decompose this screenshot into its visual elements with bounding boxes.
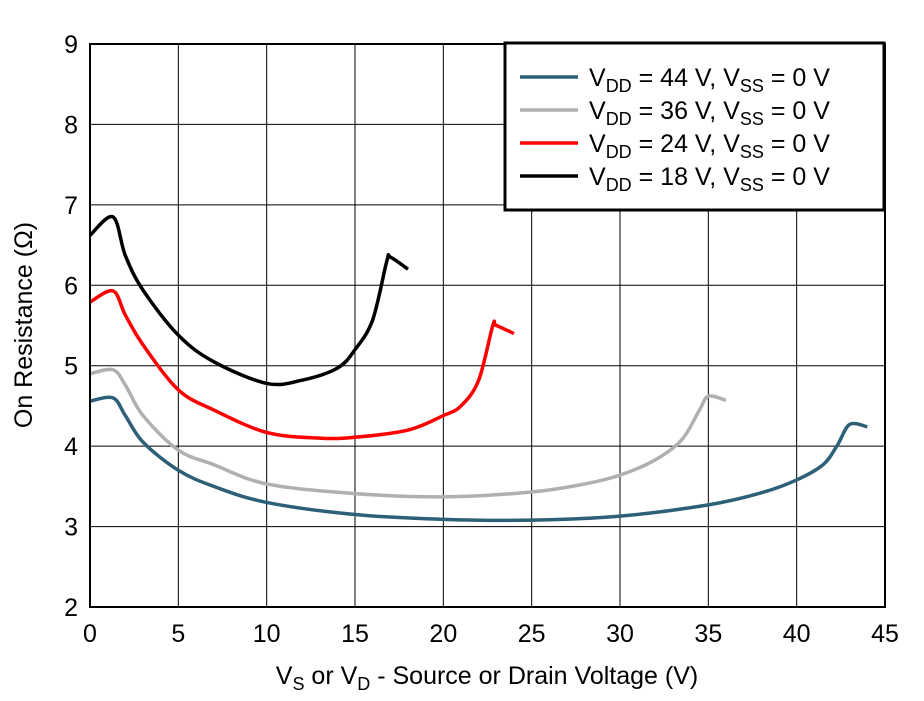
y-tick-label: 6 <box>64 272 78 300</box>
series-lines <box>88 214 868 523</box>
y-tick-label: 3 <box>64 514 78 542</box>
y-tick-label: 5 <box>64 353 78 381</box>
x-tick-label: 0 <box>83 620 97 648</box>
x-tick-label: 10 <box>253 620 281 648</box>
series-line-2 <box>89 367 727 499</box>
x-axis-label: VS or VD - Source or Drain Voltage (V) <box>276 662 698 694</box>
legend-box <box>503 41 886 212</box>
x-tick-label: 25 <box>518 620 546 648</box>
x-tick-label: 45 <box>871 620 899 648</box>
x-tick-label: 5 <box>171 620 185 648</box>
series-line-3 <box>89 288 515 441</box>
y-tick-label: 4 <box>64 433 78 461</box>
y-tick-label: 7 <box>64 192 78 220</box>
x-tick-label: 30 <box>606 620 634 648</box>
y-tick-label: 8 <box>64 111 78 139</box>
y-axis-label: On Resistance (Ω) <box>10 222 38 428</box>
legend-label: VDD = 36 V, VSS = 0 V <box>589 97 830 129</box>
legend-label: VDD = 44 V, VSS = 0 V <box>589 64 830 96</box>
x-tick-label: 15 <box>341 620 369 648</box>
series-line-4 <box>88 214 410 387</box>
x-tick-label: 40 <box>783 620 811 648</box>
plot-frame <box>89 43 886 608</box>
legend-label: VDD = 18 V, VSS = 0 V <box>589 163 830 195</box>
y-tick-label: 2 <box>64 594 78 622</box>
y-tick-label: 9 <box>64 31 78 59</box>
x-tick-label: 20 <box>429 620 457 648</box>
legend-label: VDD = 24 V, VSS = 0 V <box>589 130 830 162</box>
series-line-1 <box>89 395 868 523</box>
x-tick-label: 35 <box>694 620 722 648</box>
